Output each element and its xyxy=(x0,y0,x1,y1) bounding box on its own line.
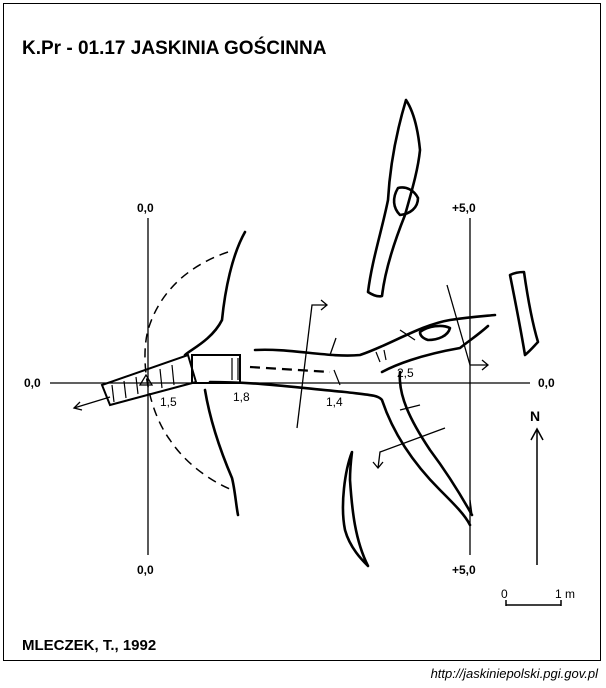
wall-main-bottom xyxy=(208,380,472,527)
label-right-bottom: +5,0 xyxy=(452,563,476,577)
arrow-left-exit xyxy=(73,396,111,409)
source-url[interactable]: http://jaskiniepolski.pgi.gov.pl xyxy=(430,666,598,681)
cross-section-lower-head xyxy=(372,461,384,470)
wall-main-top xyxy=(253,313,497,357)
wall-branch-lower xyxy=(398,370,474,517)
scale-start: 0 xyxy=(501,587,508,601)
north-label: N xyxy=(530,408,540,424)
cross-section-upper xyxy=(296,304,327,429)
wall-upper-rock xyxy=(366,98,422,298)
height-4: 2,5 xyxy=(397,366,414,380)
map-frame xyxy=(3,3,601,661)
arrow-right xyxy=(399,404,421,411)
cross-section-upper-head xyxy=(320,299,329,311)
wall-upper-left xyxy=(183,230,247,357)
cross-section-lower xyxy=(377,427,446,469)
scale-end: 1 m xyxy=(555,587,575,601)
corridor-dashed-center xyxy=(249,365,331,374)
label-left-bottom: 0,0 xyxy=(137,563,154,577)
label-right-top: +5,0 xyxy=(452,201,476,215)
author: MLECZEK, T., 1992 xyxy=(22,637,157,654)
wall-branch-inner xyxy=(380,324,490,374)
wall-lower-rock xyxy=(341,450,370,568)
height-2: 1,8 xyxy=(233,390,250,404)
label-horizontal-right: 0,0 xyxy=(538,376,555,390)
arrow-end xyxy=(469,499,473,516)
right-rock xyxy=(508,270,540,357)
corridor-segment-2 xyxy=(191,354,241,384)
label-horizontal-left: 0,0 xyxy=(24,376,41,390)
height-1: 1,5 xyxy=(160,395,177,409)
survey-point-icon xyxy=(138,373,154,386)
map-title: K.Pr - 01.17 JASKINIA GOŚCINNA xyxy=(22,38,327,59)
cross-section-right xyxy=(446,284,488,366)
dashed-outline xyxy=(144,251,233,491)
inner-pit xyxy=(418,324,452,342)
cross-section-right-head xyxy=(481,359,490,371)
label-left-top: 0,0 xyxy=(137,201,154,215)
arrow-branch xyxy=(399,329,416,341)
small-chamber xyxy=(392,186,420,217)
height-3: 1,4 xyxy=(326,395,343,409)
arrow-top xyxy=(329,337,337,356)
wall-lower-left xyxy=(203,388,240,517)
arrow-left-exit-head xyxy=(72,401,83,411)
